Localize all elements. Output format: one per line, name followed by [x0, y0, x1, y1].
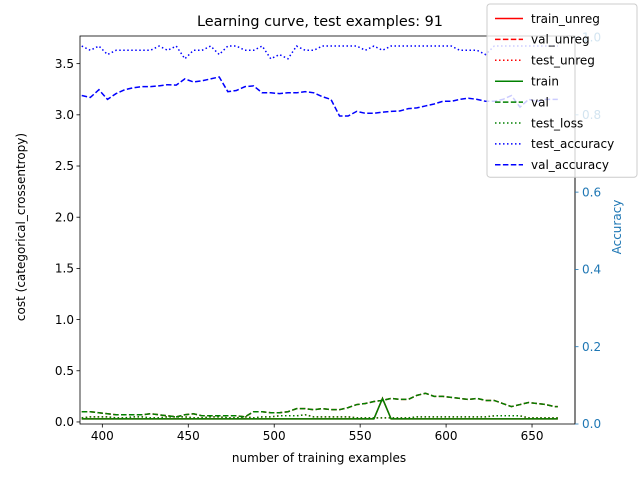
y-axis-label: cost (categorical_crossentropy)	[14, 133, 28, 321]
x-tick-label: 600	[435, 429, 458, 443]
y-tick-label: 1.0	[55, 313, 74, 327]
x-tick-label: 650	[521, 429, 544, 443]
legend-label-val-unreg: val_unreg	[531, 33, 590, 47]
legend-label-train-unreg: train_unreg	[531, 12, 600, 26]
chart-title: Learning curve, test examples: 91	[197, 14, 443, 30]
y-tick-label: 2.5	[55, 159, 74, 173]
legend-label-val: val	[531, 95, 549, 109]
right-y-tick-label: 0.6	[582, 185, 601, 199]
right-axis-label: Accuracy	[610, 200, 624, 255]
y-tick-label: 3.0	[55, 108, 74, 122]
plot-lines	[81, 45, 558, 420]
y-tick-label: 0.0	[55, 415, 74, 429]
x-tick-label: 400	[91, 429, 114, 443]
x-tick-label: 450	[177, 429, 200, 443]
y-tick-label: 3.5	[55, 57, 74, 71]
legend-label-test-unreg: test_unreg	[531, 54, 595, 68]
series-line-train	[81, 396, 558, 420]
right-y-tick-label: 0.0	[582, 417, 601, 431]
legend-box	[486, 3, 638, 178]
right-y-tick-label: 0.2	[582, 340, 601, 354]
series-line-val	[81, 392, 558, 418]
y-tick-label: 2.0	[55, 210, 74, 224]
right-y-tick-label: 0.4	[582, 263, 601, 277]
legend-label-test-loss: test_loss	[531, 116, 583, 130]
series-line-val-accuracy	[81, 76, 558, 117]
y-tick-label: 0.5	[55, 364, 74, 378]
x-tick-label: 500	[263, 429, 286, 443]
series-line-test-accuracy	[81, 45, 558, 60]
legend-label-val-accuracy: val_accuracy	[531, 158, 609, 172]
y-tick-label: 1.5	[55, 262, 74, 276]
x-tick-label: 550	[349, 429, 372, 443]
legend-label-train: train	[531, 75, 559, 89]
x-axis-label: number of training examples	[232, 451, 406, 465]
legend-label-test-accuracy: test_accuracy	[531, 137, 614, 151]
series-line-test-loss	[81, 414, 558, 419]
